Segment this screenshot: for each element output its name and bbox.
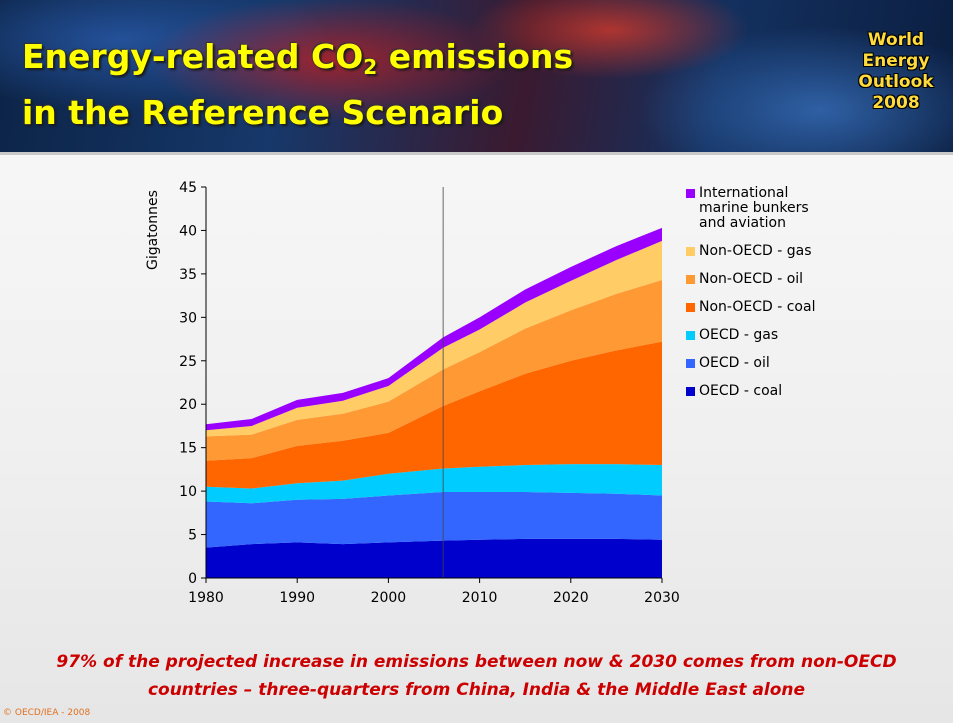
y-tick-label: 40: [179, 223, 197, 239]
legend-swatch: [686, 387, 695, 396]
area: [206, 341, 662, 489]
x-tick-label: 2030: [644, 590, 680, 606]
legend-label: Non-OECD - coal: [699, 299, 816, 315]
footnote: 97% of the projected increase in emissio…: [0, 648, 953, 704]
legend-label: OECD - oil: [699, 355, 770, 371]
legend: International marine bunkers and aviatio…: [686, 186, 836, 412]
legend-swatch: [686, 303, 695, 312]
legend-item: OECD - gas: [686, 328, 836, 343]
area: [206, 491, 662, 548]
slide-title: Energy-related CO2 emissions in the Refer…: [22, 34, 573, 136]
title-text: emissions: [377, 37, 574, 76]
legend-swatch: [686, 247, 695, 256]
area: [206, 464, 662, 504]
y-tick-label: 10: [179, 484, 197, 500]
note-line: 97% of the projected increase in emissio…: [56, 652, 897, 672]
legend-swatch: [686, 359, 695, 368]
y-tick-label: 15: [179, 441, 197, 457]
legend-swatch: [686, 275, 695, 284]
title-text: in the Reference Scenario: [22, 93, 504, 132]
copyright: © OECD/IEA - 2008: [3, 708, 91, 718]
legend-item: Non-OECD - oil: [686, 272, 836, 287]
y-tick-label: 45: [179, 180, 197, 196]
y-tick-label: 5: [188, 528, 197, 544]
y-tick-label: 25: [179, 354, 197, 370]
legend-label: Non-OECD - gas: [699, 243, 812, 259]
y-tick-label: 20: [179, 397, 197, 413]
title-subscript: 2: [363, 55, 378, 79]
area: [206, 538, 662, 578]
legend-label: OECD - coal: [699, 383, 783, 399]
x-tick-label: 1980: [188, 590, 224, 606]
y-tick-label: 0: [188, 571, 197, 587]
area: [206, 227, 662, 431]
logo: World Energy Outlook 2008: [857, 30, 935, 114]
legend-item: OECD - oil: [686, 356, 836, 371]
legend-label: OECD - gas: [699, 327, 779, 343]
y-axis-label: Gigatonnes: [145, 190, 161, 270]
x-tick-label: 2000: [371, 590, 407, 606]
legend-item: Non-OECD - gas: [686, 244, 836, 259]
legend-swatch: [686, 189, 695, 198]
legend-item: Non-OECD - coal: [686, 300, 836, 315]
logo-line: World: [867, 30, 925, 50]
legend-label: International marine bunkers and aviatio…: [699, 185, 809, 231]
area: [206, 279, 662, 461]
header: Energy-related CO2 emissions in the Refer…: [0, 0, 953, 155]
title-text: Energy-related CO: [22, 37, 364, 76]
legend-item: OECD - coal: [686, 384, 836, 399]
y-tick-label: 30: [179, 310, 197, 326]
x-tick-label: 2020: [553, 590, 589, 606]
legend-swatch: [686, 331, 695, 340]
x-tick-label: 2010: [462, 590, 498, 606]
note-line: countries – three-quarters from China, I…: [147, 680, 806, 700]
logo-line: Energy: [862, 51, 930, 71]
legend-item: International marine bunkers and aviatio…: [686, 186, 836, 231]
x-tick-label: 1990: [279, 590, 315, 606]
logo-line: Outlook: [858, 72, 934, 92]
logo-line: 2008: [872, 93, 920, 113]
y-tick-label: 35: [179, 267, 197, 283]
area: [206, 240, 662, 437]
legend-label: Non-OECD - oil: [699, 271, 804, 287]
